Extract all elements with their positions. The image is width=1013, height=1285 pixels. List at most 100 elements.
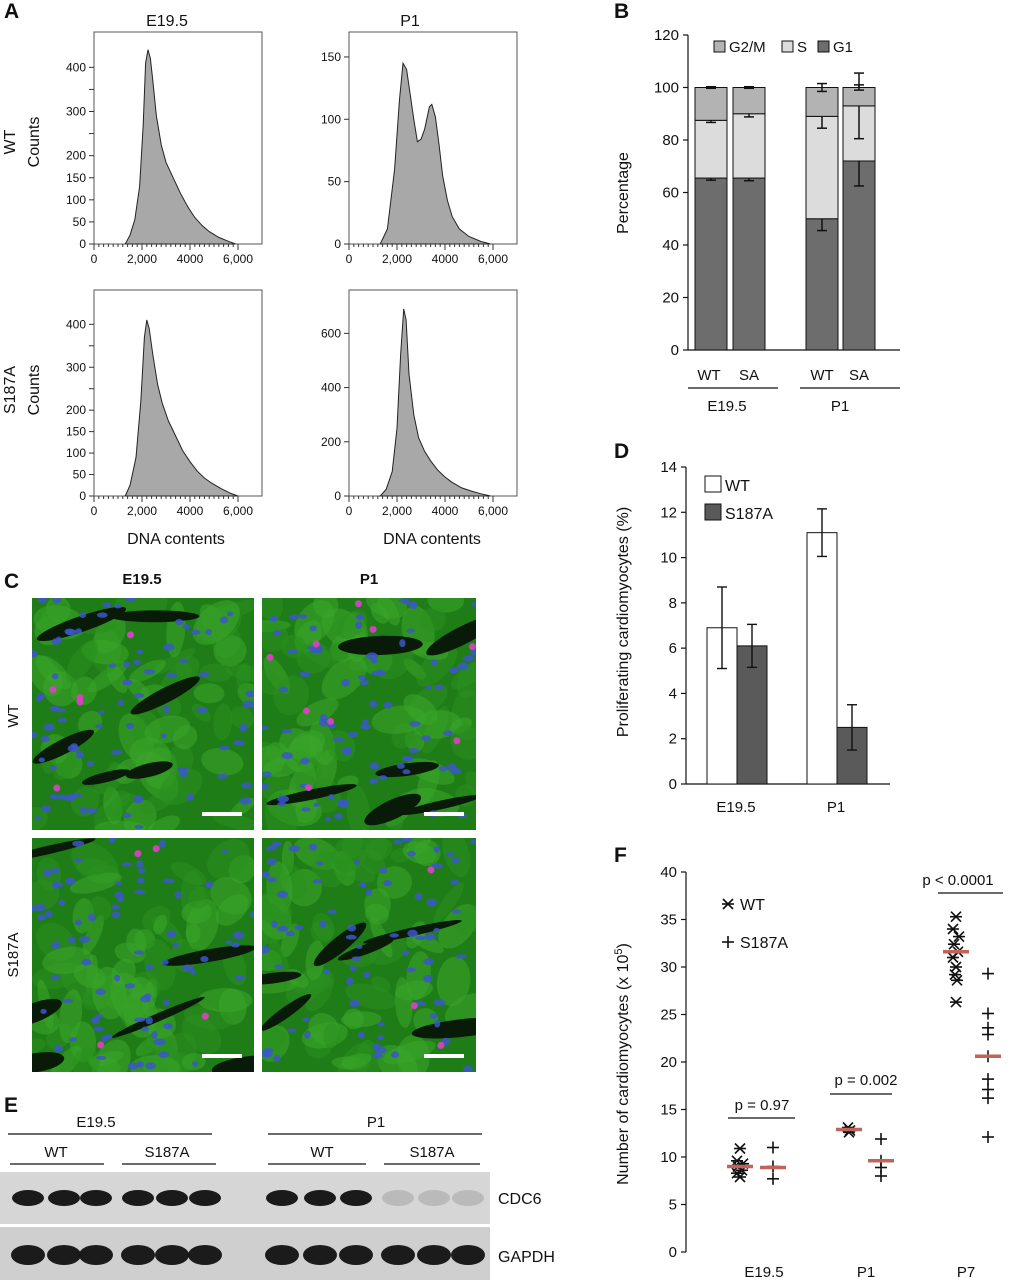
nucleus	[34, 903, 46, 912]
tissue-fiber	[262, 598, 283, 621]
y-tick-label: 2	[669, 731, 677, 748]
tissue-fiber	[394, 977, 413, 1028]
data-point-wt	[948, 938, 960, 950]
panel-b-bar-label-2: SA	[739, 367, 759, 384]
nucleus	[182, 624, 191, 630]
data-point-s187a	[982, 967, 994, 980]
nucleus	[366, 652, 378, 661]
tissue-fiber	[213, 703, 233, 741]
tissue-gap	[111, 996, 205, 1038]
nucleus	[70, 743, 78, 749]
tissue-gap	[337, 938, 394, 961]
y-tick-label: 300	[66, 360, 86, 374]
nucleus	[277, 925, 289, 932]
nucleus	[50, 764, 57, 771]
panel-b-bar-label-3: WT	[810, 367, 833, 384]
nucleus	[239, 797, 252, 805]
nucleus	[172, 942, 179, 949]
panel-f-category-2: P1	[857, 1264, 875, 1280]
tissue-fiber	[403, 694, 438, 725]
tissue-fiber	[197, 988, 253, 1013]
nucleus	[423, 974, 433, 983]
tissue-gap	[364, 793, 421, 826]
nucleus	[471, 601, 476, 607]
nucleus	[457, 662, 469, 671]
tissue-fiber	[72, 1047, 100, 1072]
y-tick-label: 20	[660, 1054, 677, 1071]
panel-f-category-3: P7	[957, 1264, 975, 1280]
nucleus	[50, 868, 60, 874]
scale-bar	[424, 812, 464, 816]
nucleus	[98, 710, 105, 715]
tissue-fiber	[185, 923, 201, 944]
micrograph-tile	[262, 598, 476, 830]
tissue-fiber	[201, 747, 244, 776]
nucleus	[285, 930, 295, 937]
nucleus	[133, 1017, 146, 1022]
nucleus	[448, 666, 459, 674]
nucleus	[72, 840, 85, 847]
micrograph-content	[32, 838, 254, 1072]
panel-e-sub-label-3: WT	[310, 1144, 333, 1161]
x-tick-label: 2,000	[382, 252, 412, 266]
panel-b-group-label-1: E19.5	[707, 398, 746, 415]
nucleus	[430, 659, 438, 667]
nucleus	[114, 881, 123, 886]
x-tick-label: 0	[91, 252, 98, 266]
nucleus	[447, 763, 457, 771]
tissue-fiber	[207, 839, 250, 880]
nucleus	[124, 598, 136, 603]
nucleus	[431, 863, 444, 869]
proliferating-nucleus	[369, 625, 377, 633]
nucleus	[281, 728, 293, 734]
bar-segment-g1	[732, 177, 766, 351]
nucleus	[162, 878, 175, 884]
nucleus	[438, 765, 448, 772]
nucleus	[54, 1044, 63, 1053]
nucleus	[198, 672, 211, 677]
nucleus	[262, 945, 270, 954]
tissue-fiber	[343, 1008, 364, 1030]
nucleus	[389, 933, 399, 938]
x-tick-label: 4000	[177, 504, 204, 518]
proliferating-nucleus	[304, 784, 312, 792]
histogram-area	[124, 49, 236, 245]
band-gapdh	[11, 1245, 45, 1265]
nucleus	[158, 839, 166, 848]
tissue-fiber	[262, 892, 293, 925]
nucleus	[123, 812, 132, 819]
nucleus	[245, 690, 254, 698]
nucleus	[391, 1051, 400, 1059]
bar-segment-g1	[694, 177, 728, 351]
nucleus	[359, 679, 370, 686]
nucleus	[409, 721, 421, 727]
nucleus	[114, 974, 121, 982]
band-cdc6	[156, 1190, 188, 1206]
tissue-fiber	[192, 600, 240, 645]
nucleus	[382, 879, 392, 887]
panel-b-ylabel: Percentage	[615, 152, 632, 234]
legend-swatch-wt	[704, 475, 722, 493]
micrograph-content	[32, 598, 254, 830]
y-tick-label: 200	[321, 435, 341, 449]
panel-label-c: C	[4, 570, 19, 593]
y-tick-label: 0	[334, 237, 341, 251]
nucleus	[414, 892, 423, 901]
nucleus	[316, 861, 324, 866]
y-tick-label: 150	[321, 50, 341, 64]
tissue-fiber	[436, 956, 471, 1007]
micrograph-content	[262, 838, 476, 1072]
nucleus	[327, 909, 337, 915]
nucleus	[145, 1016, 153, 1025]
nucleus	[399, 639, 406, 648]
x-tick-label: 6,000	[223, 252, 253, 266]
nucleus	[262, 771, 272, 777]
nucleus	[222, 848, 229, 854]
nucleus	[136, 860, 144, 869]
x-tick-label: 4000	[177, 252, 204, 266]
legend-marker-wt	[722, 898, 734, 910]
nucleus	[186, 793, 195, 801]
nucleus	[181, 964, 194, 972]
